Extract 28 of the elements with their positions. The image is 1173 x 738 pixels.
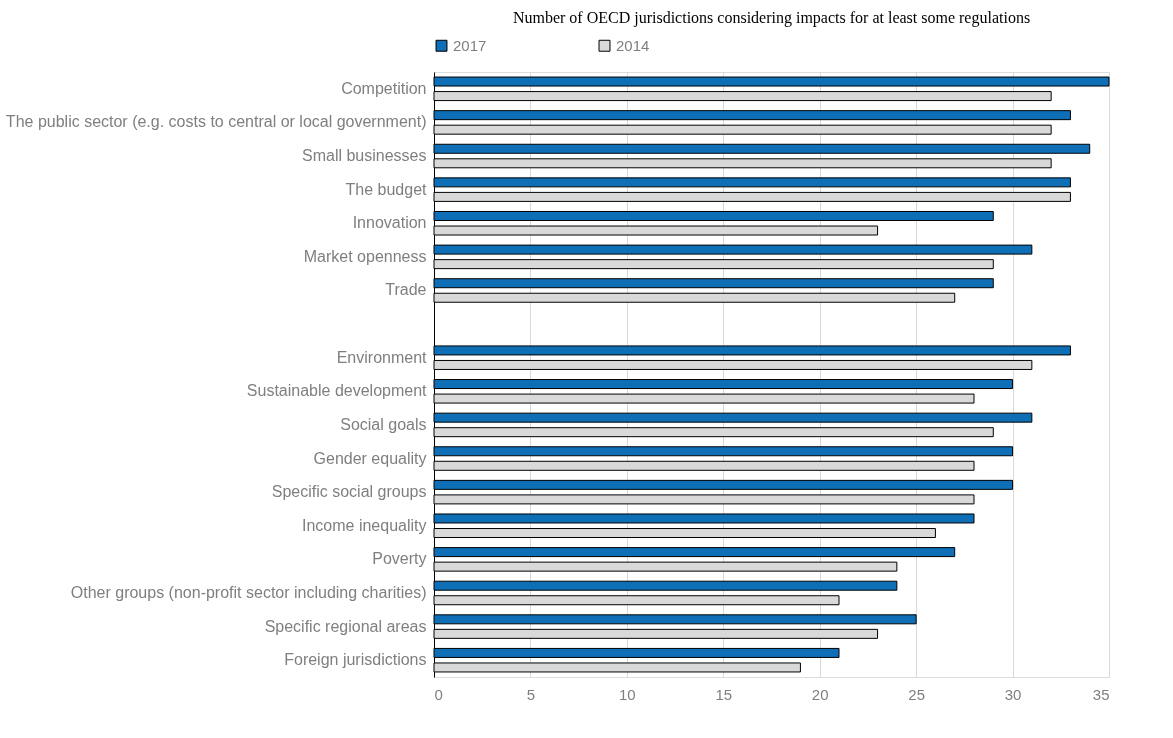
x-tick-label: 0 xyxy=(434,685,443,703)
x-tick-label: 10 xyxy=(619,685,636,703)
y-tick-label: Specific social groups xyxy=(271,483,427,501)
y-tick-label: Small businesses xyxy=(302,147,427,165)
x-tick-label: 30 xyxy=(1004,685,1022,703)
y-tick-label: Gender equality xyxy=(313,449,427,467)
y-tick-label: Income inequality xyxy=(301,516,427,534)
y-tick-label: Competition xyxy=(341,79,427,97)
x-tick-label: 35 xyxy=(1092,685,1110,703)
x-tick-label: 5 xyxy=(526,685,536,703)
y-tick-label: Innovation xyxy=(352,214,427,232)
chart-title: Number of OECD jurisdictions considering impacts for at least some regulations xyxy=(512,9,1031,27)
x-tick-label: 15 xyxy=(715,685,733,703)
x-tick-label: 20 xyxy=(811,685,829,703)
y-tick-label: Foreign jurisdictions xyxy=(284,651,427,669)
y-tick-label: Environment xyxy=(336,348,428,366)
y-tick-label: The budget xyxy=(345,180,428,198)
y-tick-label: Sustainable development xyxy=(246,382,428,400)
y-tick-label: Specific regional areas xyxy=(264,617,427,635)
y-tick-label: Other groups (non-profit sector including charities) xyxy=(70,583,427,601)
y-tick-label: Poverty xyxy=(372,550,427,568)
legend-label: 2014 xyxy=(616,36,650,54)
x-tick-label: 25 xyxy=(908,685,925,703)
y-tick-label: Market openness xyxy=(303,247,427,265)
y-tick-label: The public sector (e.g. costs to central or local government) xyxy=(5,113,427,131)
y-tick-label: Trade xyxy=(385,281,427,299)
y-tick-label: Social goals xyxy=(340,415,427,433)
legend-label: 2017 xyxy=(453,36,487,54)
